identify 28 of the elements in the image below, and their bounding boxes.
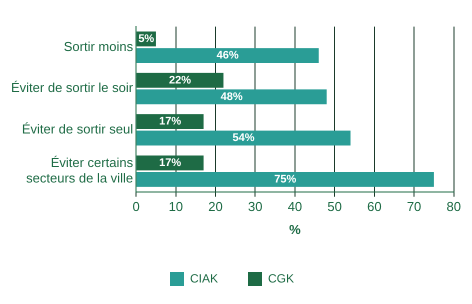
x-tick-label: 20 [208,199,223,214]
data-label: 17% [159,156,182,169]
x-tick-label: 60 [367,199,382,214]
x-tick-label: 0 [132,199,140,214]
y-tick-label: Éviter certains secteurs de la ville [26,154,134,186]
data-label: 46% [216,50,239,62]
data-label: 48% [220,90,243,103]
data-label: 5% [138,33,154,46]
x-tick-label: 50 [327,199,342,214]
x-tick-label: 70 [406,199,422,214]
y-tick-label: Sortir moins [64,38,134,54]
bar [136,130,351,146]
data-label: 54% [232,132,255,144]
bar [136,48,319,63]
legend-label: CIAK [190,271,218,286]
bar [136,89,327,104]
x-tick-label: 30 [248,199,262,214]
x-axis-title: % [289,222,302,237]
x-tick-label: 80 [446,199,462,214]
legend-label: CGK [268,271,294,286]
bar [136,172,434,187]
y-tick-label: Éviter de sortir le soir [10,80,134,96]
x-tick-label: 40 [288,199,302,214]
x-tick-label: 10 [168,199,184,214]
y-tick-label: Éviter de sortir seul [22,121,134,136]
data-label: 22% [169,74,192,86]
data-label: 17% [159,116,182,128]
data-label: 75% [274,173,296,186]
